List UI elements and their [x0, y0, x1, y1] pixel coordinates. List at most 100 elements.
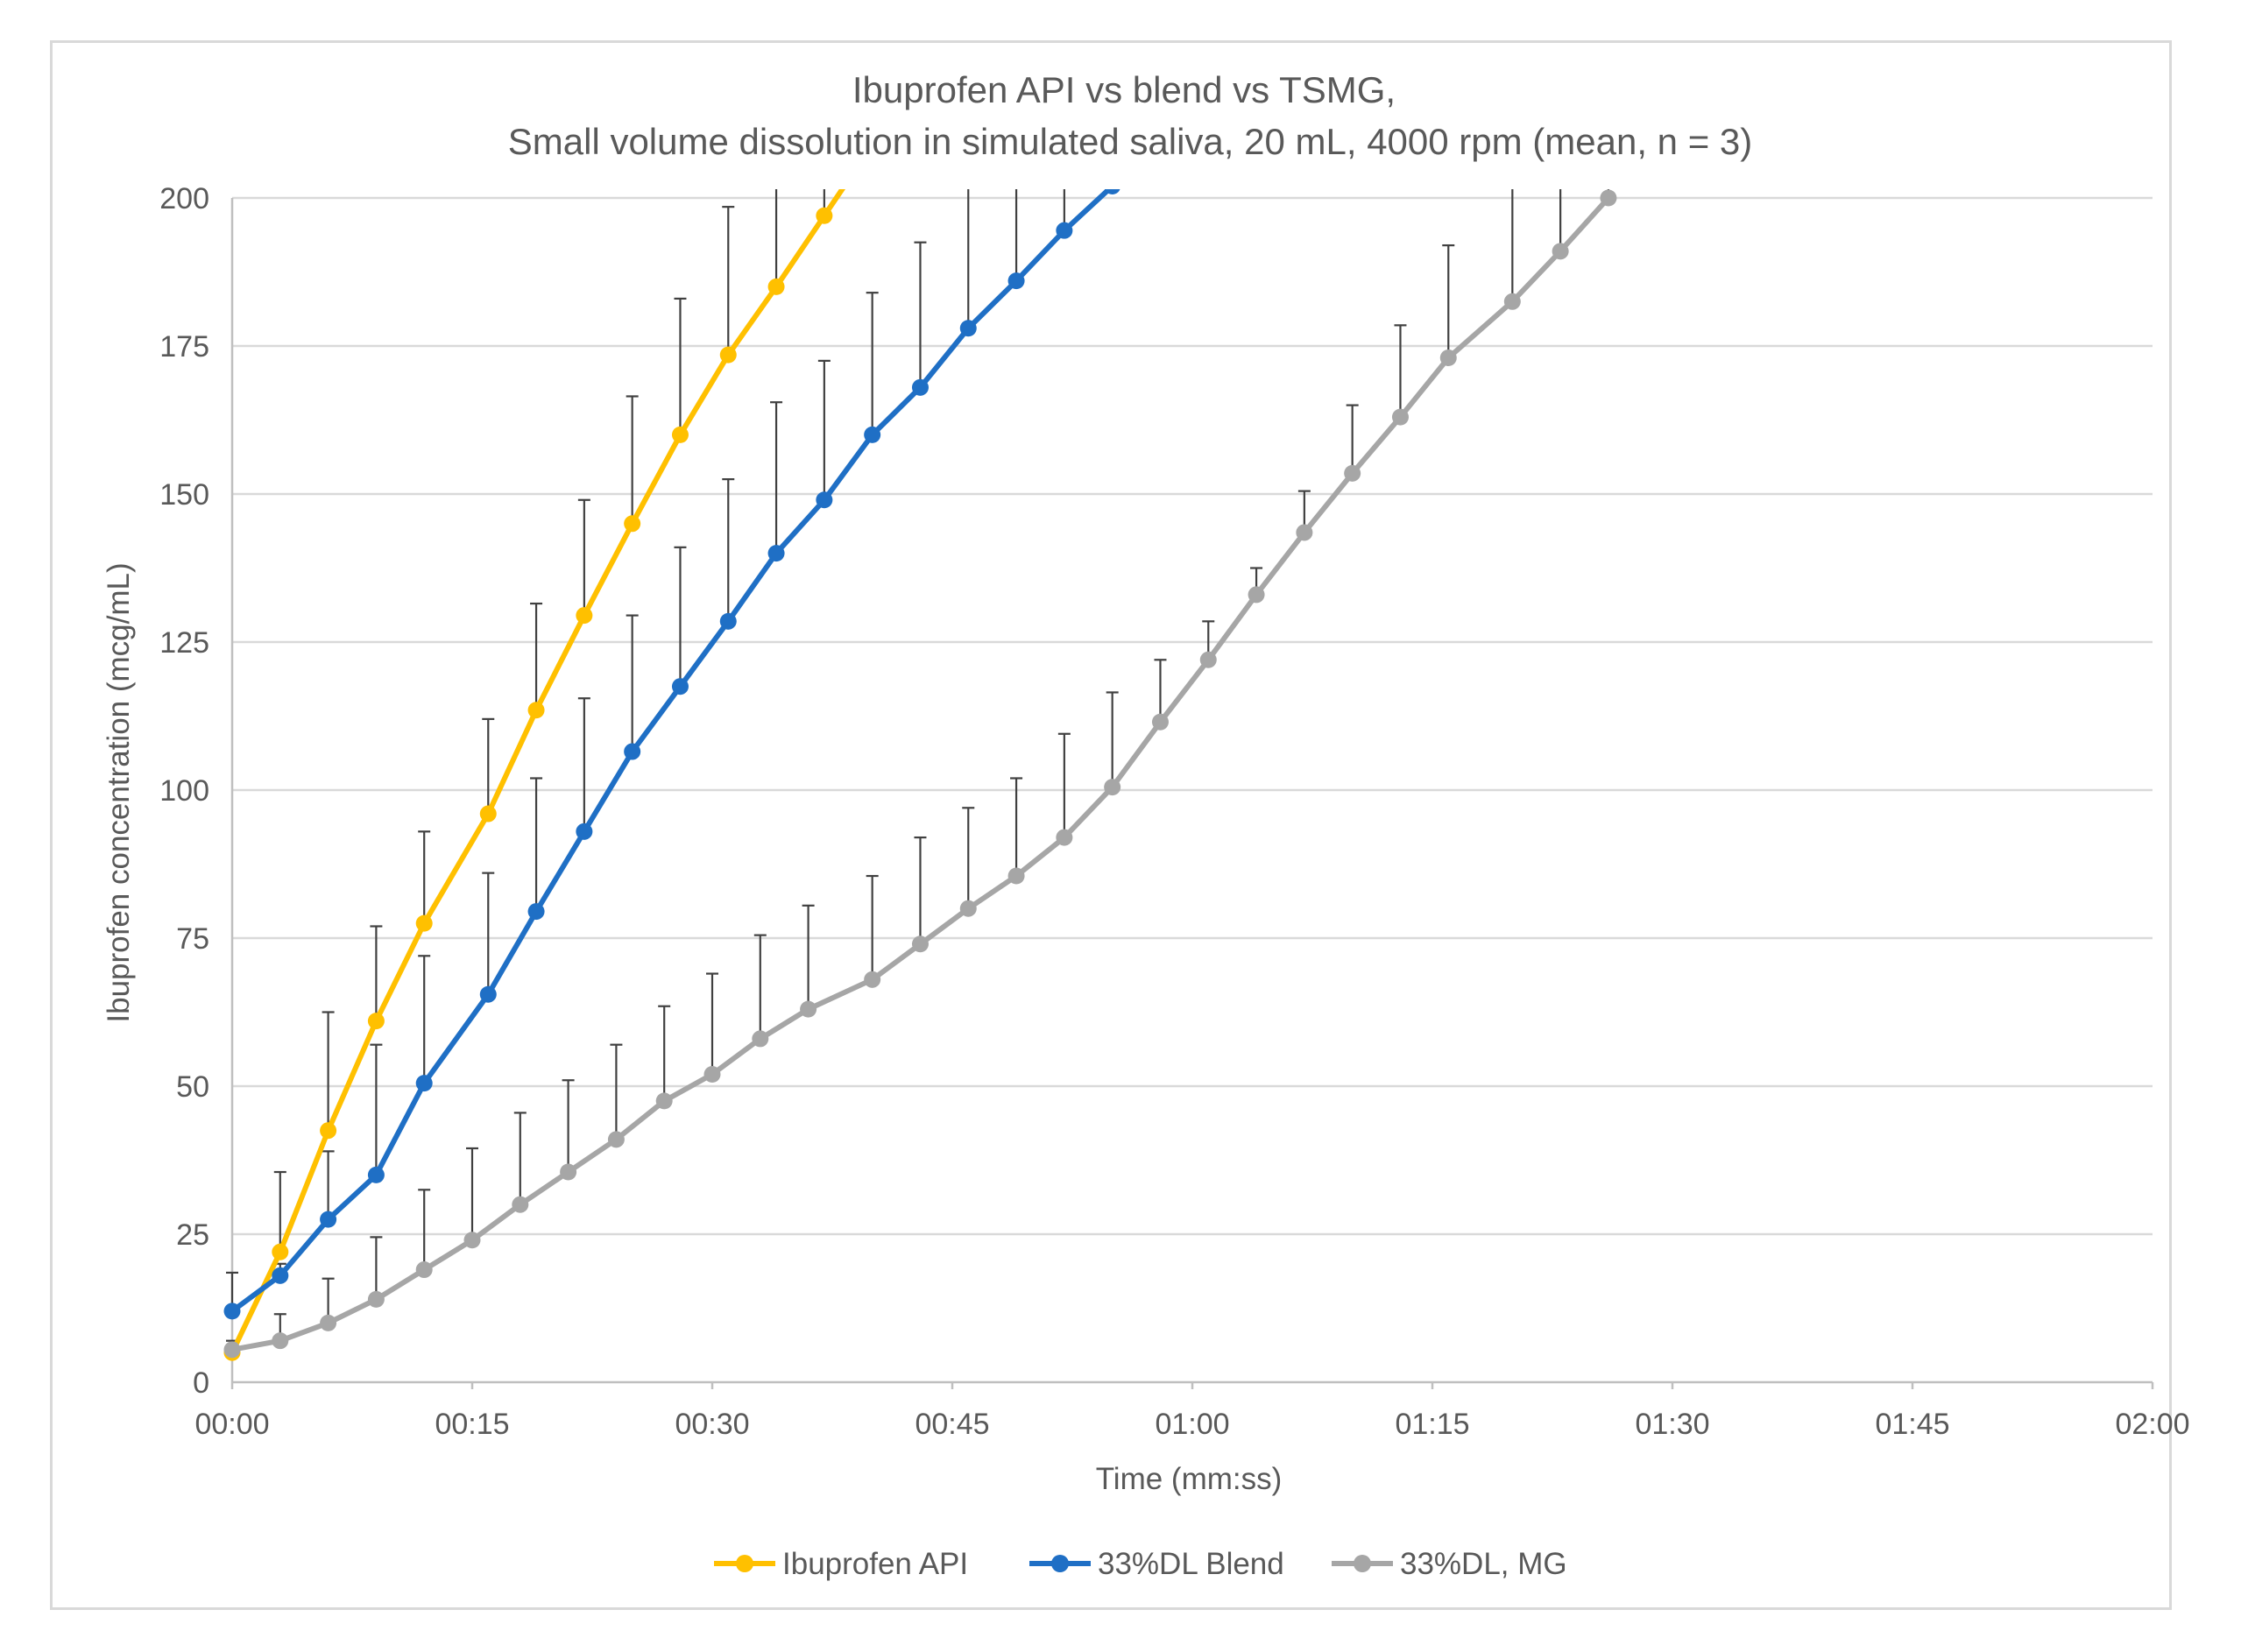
point-ibuprofen-api-3 — [367, 1013, 385, 1030]
x-tick-label-4: 01:00 — [1155, 1408, 1229, 1441]
point-33dl-mg-14 — [911, 935, 929, 953]
point-ibuprofen-api-12 — [816, 207, 833, 224]
point-33dl-mg-20 — [1199, 651, 1217, 668]
x-tick-label-7: 01:45 — [1875, 1408, 1949, 1441]
error-bars — [226, 189, 1610, 1353]
y-tick-label-25: 25 — [176, 1218, 209, 1252]
point-33dl-mg-25 — [1439, 349, 1457, 367]
point-33dl-mg-23 — [1344, 464, 1361, 482]
point-ibuprofen-api-9 — [671, 426, 689, 443]
line-ibuprofen-api — [230, 189, 845, 1356]
point-ibuprofen-api-4 — [415, 914, 433, 932]
point-33dl-mg-22 — [1296, 524, 1313, 541]
x-tick-label-0: 00:00 — [194, 1408, 269, 1441]
point-ibuprofen-api-5 — [479, 805, 497, 822]
series-markers — [223, 189, 1617, 1361]
point-33dl-mg-18 — [1104, 779, 1121, 796]
y-tick-label-100: 100 — [159, 774, 209, 808]
x-tick-label-1: 00:15 — [435, 1408, 509, 1441]
point-ibuprofen-api-11 — [767, 278, 785, 295]
point-33dl-blend-3 — [367, 1166, 385, 1183]
axes — [230, 198, 2154, 1389]
x-tick-label-3: 00:45 — [915, 1408, 989, 1441]
point-33dl-mg-2 — [320, 1314, 337, 1331]
point-33dl-mg-24 — [1391, 408, 1409, 426]
point-ibuprofen-api-2 — [320, 1122, 337, 1140]
chart-area — [50, 40, 2172, 1610]
point-33dl-mg-11 — [752, 1030, 769, 1048]
point-33dl-blend-12 — [816, 491, 833, 509]
point-ibuprofen-api-10 — [719, 346, 737, 364]
chart-title: Ibuprofen API vs blend vs TSMG, — [852, 69, 1396, 110]
line-33dl-blend — [230, 189, 1113, 1314]
point-33dl-blend-14 — [911, 378, 929, 396]
point-33dl-mg-15 — [959, 900, 977, 917]
y-axis-label: Ibuprofen concentration (mcg/mL) — [102, 562, 136, 1022]
point-ibuprofen-api-8 — [624, 515, 641, 533]
point-33dl-blend-16 — [1007, 272, 1025, 290]
point-33dl-blend-0 — [223, 1303, 241, 1320]
point-33dl-blend-10 — [719, 612, 737, 630]
point-33dl-mg-17 — [1056, 829, 1073, 846]
legend-item-ibuprofen-api[interactable]: Ibuprofen API — [714, 1547, 968, 1581]
x-tick-label-6: 01:30 — [1635, 1408, 1709, 1441]
point-33dl-blend-9 — [671, 678, 689, 695]
x-tick-label-8: 02:00 — [2115, 1408, 2189, 1441]
legend-item-33dl-mg[interactable]: 33%DL, MG — [1332, 1547, 1567, 1581]
y-tick-labels: 0 25 50 75 100 125 150 175 200 — [159, 182, 209, 1400]
point-33dl-blend-17 — [1056, 222, 1073, 239]
point-33dl-mg-21 — [1248, 586, 1265, 604]
point-33dl-mg-10 — [703, 1065, 721, 1083]
point-33dl-mg-16 — [1007, 867, 1025, 885]
point-33dl-blend-11 — [767, 545, 785, 562]
y-tick-label-175: 175 — [159, 330, 209, 364]
point-33dl-mg-4 — [415, 1261, 433, 1279]
point-33dl-mg-1 — [272, 1332, 289, 1350]
legend-label-33dl-mg: 33%DL, MG — [1400, 1547, 1567, 1581]
point-33dl-blend-15 — [959, 320, 977, 337]
legend-label-33dl-blend: 33%DL Blend — [1098, 1547, 1284, 1581]
point-33dl-mg-27 — [1552, 243, 1569, 260]
point-33dl-mg-13 — [864, 971, 881, 988]
point-33dl-blend-5 — [479, 985, 497, 1003]
gridlines — [232, 196, 2153, 1236]
legend-label-ibuprofen-api: Ibuprofen API — [782, 1547, 968, 1581]
x-axis-label: Time (mm:ss) — [1096, 1462, 1283, 1496]
point-ibuprofen-api-7 — [576, 607, 593, 625]
point-33dl-blend-4 — [415, 1075, 433, 1092]
plot-content — [223, 189, 1617, 1361]
point-33dl-mg-5 — [463, 1232, 481, 1249]
y-tick-label-200: 200 — [159, 182, 209, 215]
point-33dl-mg-12 — [800, 1000, 817, 1018]
y-tick-label-50: 50 — [176, 1070, 209, 1104]
legend: Ibuprofen API 33%DL Blend 33%DL, MG — [714, 1547, 1567, 1581]
x-tick-labels: 00:00 00:15 00:30 00:45 01:00 01:15 01:30 01:45… — [194, 1408, 2189, 1441]
point-ibuprofen-api-6 — [527, 702, 545, 719]
x-tick-label-5: 01:15 — [1395, 1408, 1469, 1441]
point-33dl-mg-28 — [1600, 189, 1617, 207]
point-33dl-blend-8 — [624, 743, 641, 760]
point-33dl-blend-7 — [576, 822, 593, 840]
y-tick-label-75: 75 — [176, 922, 209, 956]
point-33dl-blend-6 — [527, 903, 545, 921]
x-tick-label-2: 00:30 — [675, 1408, 749, 1441]
point-33dl-mg-3 — [367, 1290, 385, 1308]
point-33dl-mg-0 — [223, 1341, 241, 1359]
point-33dl-mg-19 — [1151, 713, 1169, 731]
point-33dl-blend-18 — [1104, 189, 1120, 194]
point-33dl-blend-13 — [864, 426, 881, 443]
point-ibuprofen-api-1 — [272, 1243, 289, 1260]
legend-marker-33dl-mg — [1354, 1555, 1371, 1572]
y-tick-label-125: 125 — [159, 626, 209, 660]
y-tick-label-150: 150 — [159, 478, 209, 512]
legend-item-33dl-blend[interactable]: 33%DL Blend — [1029, 1547, 1284, 1581]
chart-subtitle: Small volume dissolution in simulated sa… — [508, 121, 1753, 162]
point-33dl-mg-7 — [560, 1163, 577, 1181]
point-33dl-blend-2 — [320, 1211, 337, 1228]
legend-marker-ibuprofen-api — [736, 1555, 753, 1572]
point-33dl-mg-9 — [655, 1092, 673, 1110]
point-33dl-blend-1 — [272, 1267, 289, 1284]
y-tick-label-0: 0 — [193, 1366, 209, 1400]
point-33dl-mg-6 — [512, 1196, 529, 1213]
